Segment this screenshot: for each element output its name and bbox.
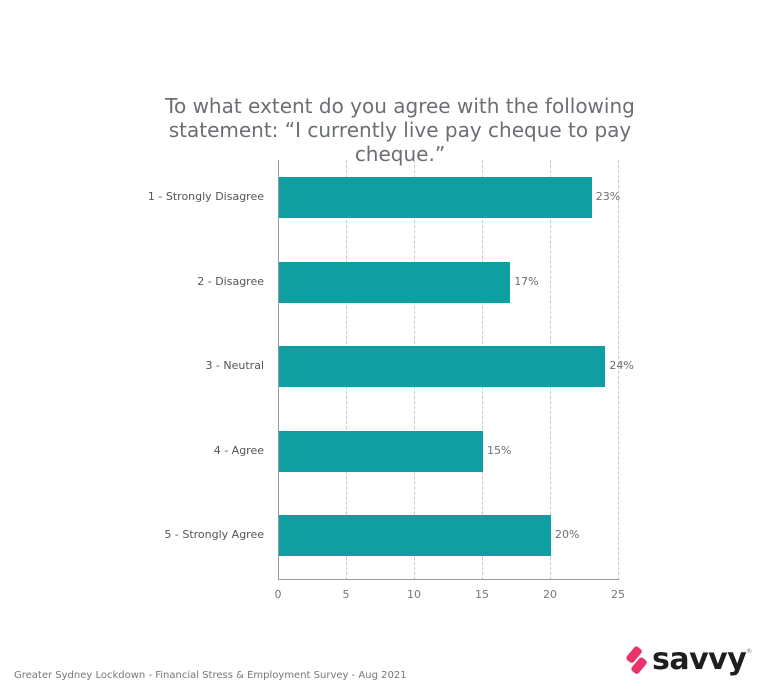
x-tick-label: 25 (611, 588, 625, 601)
chart-title: To what extent do you agree with the fol… (165, 94, 635, 166)
bar (279, 262, 511, 303)
x-tick-label: 0 (274, 588, 282, 601)
category-label: 1 - Strongly Disagree (147, 190, 264, 203)
registered-mark: ® (746, 648, 753, 655)
category-label: 3 - Neutral (205, 359, 264, 372)
savvy-logo-icon (626, 646, 647, 674)
bar (279, 515, 551, 556)
x-axis (278, 579, 619, 580)
value-label: 17% (514, 275, 539, 288)
value-label: 23% (595, 190, 621, 203)
x-tick-label: 5 (342, 588, 350, 601)
bar (279, 177, 592, 218)
logo-text: savvy (652, 642, 747, 677)
y-axis (278, 160, 279, 580)
value-label: 15% (487, 444, 512, 457)
x-tick-label: 15 (475, 588, 489, 601)
footer-source: Greater Sydney Lockdown - Financial Stre… (14, 670, 407, 681)
category-label: 2 - Disagree (197, 275, 264, 288)
category-label: 5 - Strongly Agree (164, 528, 264, 541)
bar (279, 346, 606, 387)
savvy-logo: savvy ® (624, 642, 752, 677)
value-label: 24% (609, 359, 634, 372)
plot-area: 23% 17% 24% 15% 20% (278, 160, 634, 580)
category-label: 4 - Agree (213, 444, 264, 457)
x-tick-label: 10 (407, 588, 421, 601)
bar (279, 431, 483, 472)
x-tick-label: 20 (543, 588, 557, 601)
value-label: 20% (555, 528, 580, 541)
gridline (618, 160, 619, 580)
